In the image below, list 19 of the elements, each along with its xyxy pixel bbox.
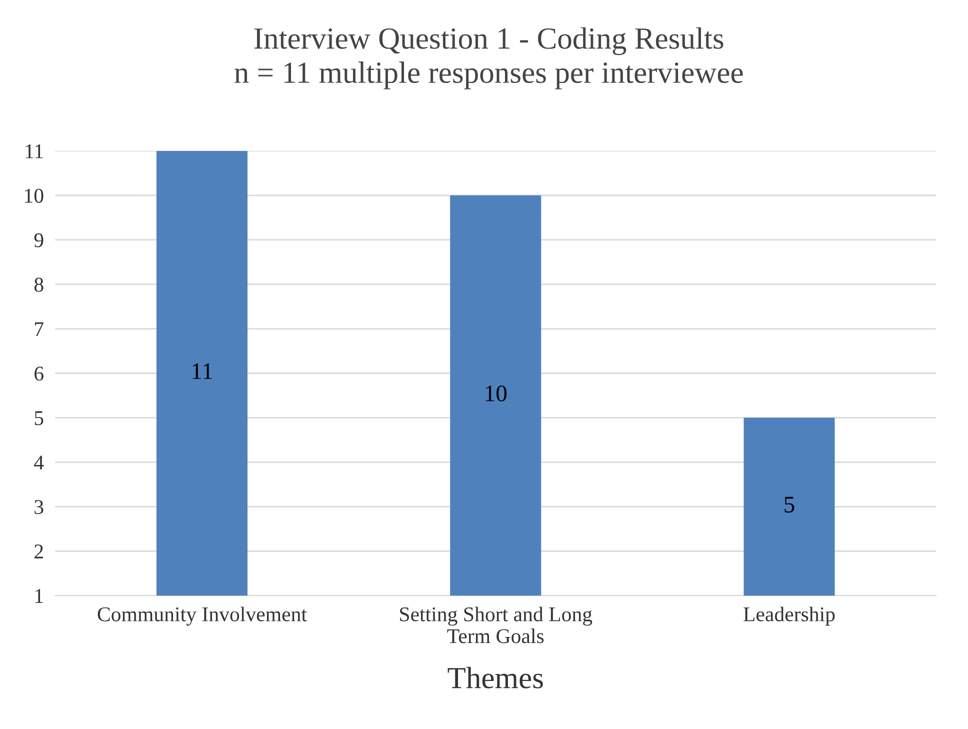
data-label: 10 — [486, 385, 507, 402]
data-label: 11 — [192, 363, 212, 379]
x-tick-label: Community Involvement — [98, 606, 307, 626]
x-tick-label: Setting Short and Long Term Goals — [400, 606, 592, 644]
y-tick-label: 5 — [34, 411, 44, 426]
x-tick-label: Leadership — [744, 606, 835, 626]
y-tick-label: 6 — [34, 366, 44, 381]
y-tick-label: 9 — [34, 233, 44, 248]
y-tick-label: 2 — [34, 544, 43, 558]
y-tick-label: 4 — [34, 456, 44, 470]
chart-title: Interview Question 1 - Coding Results n = 11 multiple responses per interviewee — [234, 27, 743, 90]
y-tick-label: 11 — [26, 144, 43, 158]
y-tick-label: 7 — [35, 322, 44, 336]
y-tick-label: 1 — [35, 589, 43, 603]
data-label: 5 — [784, 496, 794, 513]
y-tick-label: 8 — [34, 278, 44, 292]
x-axis-title: Themes — [448, 666, 543, 688]
y-tick-label: 10 — [25, 188, 44, 203]
y-tick-label: 3 — [34, 500, 44, 514]
